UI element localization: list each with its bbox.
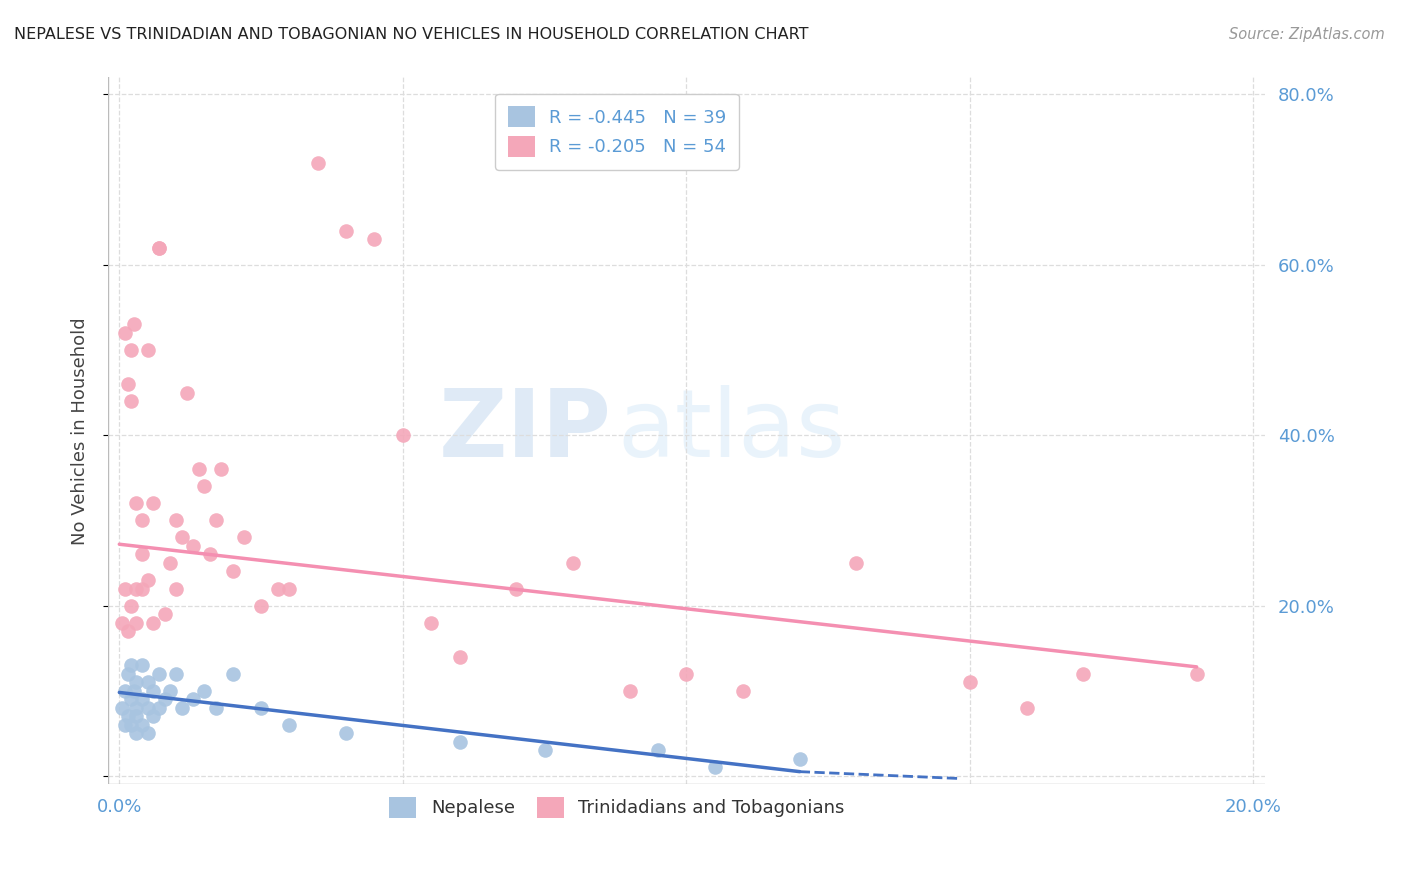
Point xyxy=(165,582,187,596)
Point xyxy=(1071,666,1094,681)
Point xyxy=(142,683,165,698)
Point xyxy=(125,496,148,510)
Point xyxy=(120,658,142,673)
Point xyxy=(120,718,142,732)
Point xyxy=(959,675,981,690)
Point xyxy=(148,241,170,255)
Point xyxy=(131,718,153,732)
Point xyxy=(307,155,329,169)
Point xyxy=(204,513,226,527)
Point xyxy=(153,692,176,706)
Point xyxy=(159,556,181,570)
Point xyxy=(204,700,226,714)
Point xyxy=(120,343,142,357)
Point xyxy=(420,615,443,630)
Point xyxy=(114,683,136,698)
Point xyxy=(165,666,187,681)
Legend: Nepalese, Trinidadians and Tobagonians: Nepalese, Trinidadians and Tobagonians xyxy=(382,789,852,825)
Point xyxy=(122,683,145,698)
Point xyxy=(122,318,145,332)
Point xyxy=(117,666,139,681)
Text: ZIP: ZIP xyxy=(439,385,612,477)
Point xyxy=(703,760,725,774)
Point xyxy=(131,658,153,673)
Point xyxy=(193,479,215,493)
Point xyxy=(120,394,142,409)
Point xyxy=(153,607,176,621)
Point xyxy=(278,582,301,596)
Point xyxy=(170,700,193,714)
Point xyxy=(148,241,170,255)
Point xyxy=(131,582,153,596)
Point xyxy=(131,692,153,706)
Point xyxy=(250,700,273,714)
Point xyxy=(142,496,165,510)
Point xyxy=(170,530,193,544)
Point xyxy=(363,232,385,246)
Point xyxy=(187,462,209,476)
Point xyxy=(335,726,357,740)
Point xyxy=(647,743,669,757)
Point xyxy=(267,582,290,596)
Point xyxy=(449,735,471,749)
Point xyxy=(619,683,641,698)
Point xyxy=(117,377,139,392)
Point xyxy=(335,224,357,238)
Point xyxy=(193,683,215,698)
Point xyxy=(789,752,811,766)
Point xyxy=(533,743,555,757)
Point xyxy=(449,649,471,664)
Point xyxy=(159,683,181,698)
Point xyxy=(142,615,165,630)
Point xyxy=(209,462,232,476)
Point xyxy=(136,700,159,714)
Point xyxy=(561,556,583,570)
Point xyxy=(136,726,159,740)
Point xyxy=(278,718,301,732)
Point xyxy=(136,675,159,690)
Point xyxy=(120,692,142,706)
Point xyxy=(250,599,273,613)
Point xyxy=(117,709,139,723)
Point xyxy=(111,615,134,630)
Point xyxy=(181,692,204,706)
Y-axis label: No Vehicles in Household: No Vehicles in Household xyxy=(72,318,89,545)
Point xyxy=(148,700,170,714)
Point xyxy=(136,343,159,357)
Point xyxy=(392,428,415,442)
Point xyxy=(233,530,256,544)
Point xyxy=(142,709,165,723)
Point xyxy=(148,666,170,681)
Point xyxy=(1015,700,1038,714)
Point xyxy=(114,582,136,596)
Text: atlas: atlas xyxy=(617,385,845,477)
Point xyxy=(125,675,148,690)
Point xyxy=(222,666,245,681)
Text: Source: ZipAtlas.com: Source: ZipAtlas.com xyxy=(1229,27,1385,42)
Point xyxy=(125,700,148,714)
Text: NEPALESE VS TRINIDADIAN AND TOBAGONIAN NO VEHICLES IN HOUSEHOLD CORRELATION CHAR: NEPALESE VS TRINIDADIAN AND TOBAGONIAN N… xyxy=(14,27,808,42)
Point xyxy=(131,513,153,527)
Point xyxy=(165,513,187,527)
Point xyxy=(114,326,136,340)
Point xyxy=(125,615,148,630)
Point xyxy=(675,666,697,681)
Point xyxy=(181,539,204,553)
Point xyxy=(731,683,754,698)
Point xyxy=(176,385,198,400)
Point xyxy=(111,700,134,714)
Point xyxy=(136,573,159,587)
Point xyxy=(125,582,148,596)
Point xyxy=(117,624,139,639)
Point xyxy=(125,709,148,723)
Point xyxy=(131,548,153,562)
Point xyxy=(845,556,868,570)
Point xyxy=(198,548,221,562)
Point xyxy=(114,718,136,732)
Point xyxy=(120,599,142,613)
Point xyxy=(125,726,148,740)
Point xyxy=(505,582,527,596)
Point xyxy=(1185,666,1208,681)
Point xyxy=(222,565,245,579)
